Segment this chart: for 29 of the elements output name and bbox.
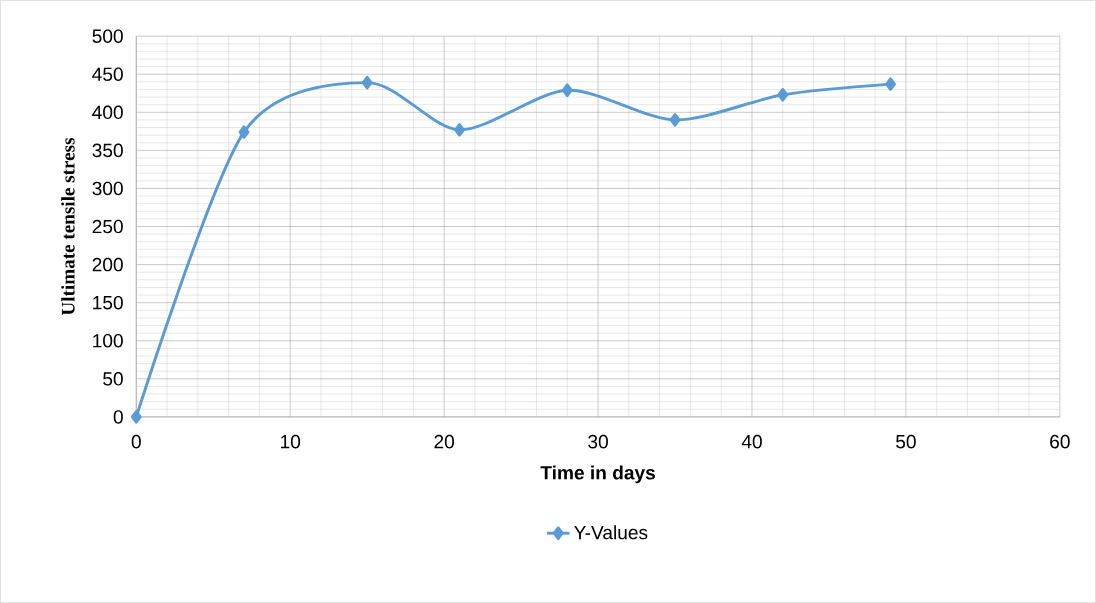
y-tick-label: 100 xyxy=(93,333,123,348)
y-tick-label: 0 xyxy=(113,410,123,424)
y-tick-label: 250 xyxy=(92,219,123,234)
y-tick-label: 400 xyxy=(92,105,123,120)
x-tick-label: 20 xyxy=(434,434,455,449)
point xyxy=(777,88,789,102)
y-tick-label: 150 xyxy=(93,295,123,310)
point xyxy=(130,410,142,424)
x-tick-label: 10 xyxy=(281,434,301,449)
x-axis-title: Time in days xyxy=(540,465,655,484)
y-tick-label: 450 xyxy=(92,67,123,81)
y-tick-label: 200 xyxy=(92,257,123,272)
y-tick-label: 500 xyxy=(92,29,123,43)
x-tick-label: 50 xyxy=(896,434,916,449)
y-tick-label: 350 xyxy=(92,143,123,158)
point xyxy=(454,123,465,137)
y-tick-label: 50 xyxy=(103,372,123,386)
point xyxy=(238,125,250,139)
x-tick-label: 40 xyxy=(741,434,762,449)
point xyxy=(885,77,896,91)
x-tick-label: 30 xyxy=(588,434,608,449)
point xyxy=(669,113,681,127)
point xyxy=(361,75,373,90)
legend-label: Y-Values xyxy=(574,525,648,540)
y-axis-title: Ultimate tensile stress xyxy=(61,137,75,316)
point xyxy=(561,83,573,97)
x-tick-label: 0 xyxy=(131,434,141,449)
x-tick-label: 60 xyxy=(1050,434,1070,449)
y-tick-label: 300 xyxy=(92,181,123,196)
